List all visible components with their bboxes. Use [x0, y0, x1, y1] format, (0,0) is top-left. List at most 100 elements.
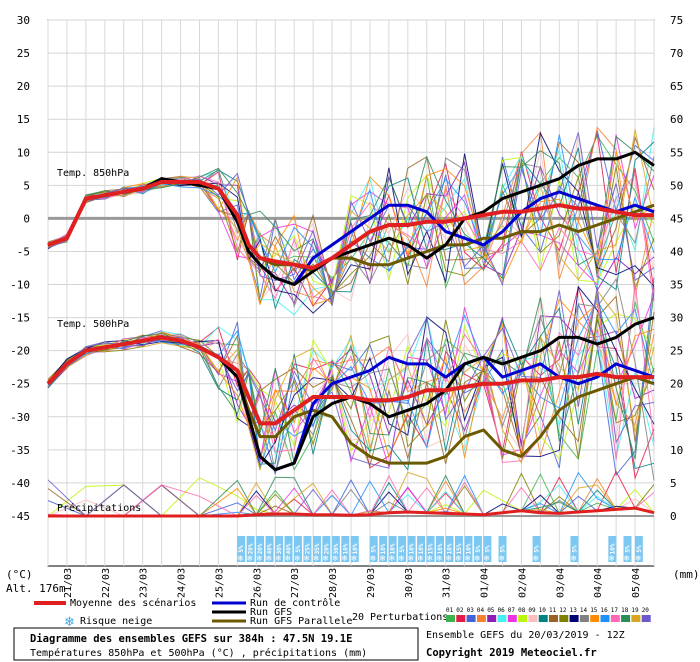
- diagram-title: Diagramme des ensembles GEFS sur 384h : …: [30, 633, 352, 645]
- y-right-tick: 5: [670, 477, 677, 490]
- diagram-subtitle: Températures 850hPa et 500hPa (°C) , pré…: [30, 647, 367, 659]
- perturbation-swatch: [600, 615, 610, 622]
- snow-risk-pct: 20%: [257, 543, 264, 554]
- snow-risk-pct: 5%: [571, 545, 578, 553]
- perturbation-id: 17: [611, 607, 619, 614]
- mean-t500-line: [46, 335, 654, 426]
- x-date-tick: 02/04: [517, 568, 528, 598]
- snow-risk-box: [284, 536, 293, 562]
- snow-risk-box: [532, 536, 541, 562]
- x-date-tick: 24/03: [177, 568, 188, 598]
- perturbation-id: 18: [621, 607, 629, 614]
- snow-risk-box: [350, 536, 359, 562]
- x-date-tick: 27/03: [290, 568, 301, 598]
- snow-risk-icon: ❄: [294, 554, 301, 563]
- snow-risk-cell: 10%❄: [464, 536, 473, 563]
- perturbation-id: 11: [549, 607, 557, 614]
- y-right-tick: 0: [670, 510, 677, 523]
- snow-risk-box: [256, 536, 265, 562]
- snow-risk-icon: ❄: [379, 554, 386, 563]
- snow-risk-icon: ❄: [266, 554, 273, 563]
- snow-risk-pct: 35%: [314, 543, 321, 554]
- snow-risk-pct: 5%: [500, 545, 507, 553]
- snow-risk-cell: 10%❄: [445, 536, 454, 563]
- perturbation-t500-line: [47, 292, 655, 461]
- snow-risk-cell: 5%❄: [634, 536, 643, 563]
- snow-risk-box: [454, 536, 463, 562]
- perturbation-t850-line: [47, 135, 655, 305]
- snow-risk-icon: ❄: [623, 554, 630, 563]
- perturbation-swatch: [641, 615, 651, 622]
- y-right-tick: 15: [670, 411, 683, 424]
- snow-risk-box: [312, 536, 321, 562]
- x-date-tick: 21/03: [63, 568, 74, 598]
- snow-risk-pct: 15%: [456, 543, 463, 554]
- y-left-tick: 25: [17, 47, 30, 60]
- snow-risk-pct: 25%: [304, 543, 311, 554]
- y-left-tick: 20: [17, 80, 30, 93]
- snow-risk-box: [369, 536, 378, 562]
- perturbation-id: 03: [467, 607, 475, 614]
- snow-risk-cell: 5%❄: [570, 536, 579, 563]
- snow-risk-cell: 10%❄: [350, 536, 359, 563]
- snow-risk-cell: 30%❄: [275, 536, 284, 563]
- snow-risk-pct: 40%: [286, 543, 293, 554]
- snow-risk-pct: 5%: [371, 545, 378, 553]
- snow-risk-icon: ❄: [322, 554, 329, 563]
- left-unit-label: (°C): [6, 568, 33, 581]
- snow-risk-box: [303, 536, 312, 562]
- snow-risk-pct: 10%: [342, 543, 349, 554]
- snow-risk-icon: ❄: [417, 554, 424, 563]
- snow-risk-icon: ❄: [499, 554, 506, 563]
- snow-risk-cell: 5%❄: [293, 536, 302, 563]
- snow-risk-cell: 20%❄: [256, 536, 265, 563]
- perturbation-id: 01: [446, 607, 454, 614]
- snow-risk-cell: 10%❄: [436, 536, 445, 563]
- y-axis-labels: 302520151050-5-10-15-20-25-30-35-40-4575…: [10, 14, 683, 523]
- main-series: [46, 150, 655, 518]
- y-left-tick: 10: [17, 146, 30, 159]
- snow-risk-box: [473, 536, 482, 562]
- snow-risk-pct: 10%: [437, 543, 444, 554]
- mean-t850-line: [47, 180, 654, 270]
- legend-perturb-label: 20 Perturbations: [352, 612, 448, 623]
- x-axis-labels: 21/03 22/03 23/03 24/03 25/03 26/03 27/03 28/03…: [63, 568, 642, 598]
- legend-gfs-label: Run GFS: [250, 607, 292, 618]
- x-date-tick: 26/03: [252, 568, 263, 598]
- snow-risk-pct: 10%: [380, 543, 387, 554]
- perturbation-swatch: [559, 615, 569, 622]
- perturbation-swatch: [610, 615, 620, 622]
- x-date-tick: 29/03: [366, 568, 377, 598]
- y-right-tick: 35: [670, 279, 683, 292]
- perturbation-swatch: [538, 615, 548, 622]
- snow-risk-icon: ❄: [237, 554, 244, 563]
- snow-risk-box: [388, 536, 397, 562]
- footer-box: [13, 627, 419, 661]
- snow-risk-box: [570, 536, 579, 562]
- snow-risk-pct: 10%: [352, 543, 359, 554]
- snow-icon: ❄: [64, 615, 75, 630]
- perturbation-t850-line: [47, 132, 655, 303]
- snow-risk-pct: 5%: [484, 545, 491, 553]
- perturbation-swatch: [549, 615, 558, 622]
- snow-risk-box: [275, 536, 284, 562]
- snow-risk-cell: 15%❄: [426, 536, 435, 563]
- perturbation-swatch: [446, 615, 455, 622]
- snow-risk-icon: ❄: [370, 554, 377, 563]
- snow-risk-pct: 20%: [248, 543, 255, 554]
- snow-risk-cell: 5%❄: [498, 536, 507, 563]
- snow-risk-box: [634, 536, 643, 562]
- snow-risk-pct: 5%: [399, 545, 406, 553]
- perturbation-t500-line: [47, 286, 655, 469]
- precip-panel-label: Précipitations: [57, 502, 141, 514]
- perturbation-id: 19: [631, 607, 639, 614]
- snow-risk-cell: 20%❄: [322, 536, 331, 563]
- x-date-tick: 28/03: [328, 568, 339, 598]
- y-right-tick: 40: [670, 245, 683, 258]
- snow-risk-icon: ❄: [389, 554, 396, 563]
- snow-risk-icon: ❄: [275, 554, 282, 563]
- snow-risk-cell: 10%❄: [417, 536, 426, 563]
- y-right-tick: 70: [670, 47, 683, 60]
- perturbation-swatch: [456, 615, 466, 622]
